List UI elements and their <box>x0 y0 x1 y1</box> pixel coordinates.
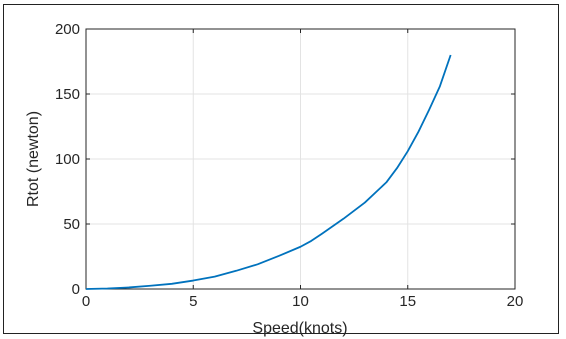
x-tick-label: 10 <box>292 293 309 310</box>
x-tick-label: 5 <box>189 293 197 310</box>
figure-frame <box>3 4 559 334</box>
y-tick-label: 150 <box>55 86 80 103</box>
x-axis-label: Speed(knots) <box>252 320 347 337</box>
y-tick-label: 100 <box>55 151 80 168</box>
y-tick-label: 0 <box>72 281 80 298</box>
x-tick-label: 20 <box>507 293 524 310</box>
y-tick-label: 50 <box>63 216 80 233</box>
y-tick-labels: 0 50 100 150 200 <box>55 21 80 298</box>
y-tick-label: 200 <box>55 21 80 38</box>
x-tick-label: 0 <box>82 293 90 310</box>
series-group <box>85 54 452 290</box>
series-line <box>85 54 452 290</box>
x-tick-labels: 0 5 10 15 20 <box>82 293 524 310</box>
y-axis-label: Rtot (newton) <box>25 111 42 207</box>
x-tick-label: 15 <box>399 293 416 310</box>
grid <box>86 29 515 289</box>
